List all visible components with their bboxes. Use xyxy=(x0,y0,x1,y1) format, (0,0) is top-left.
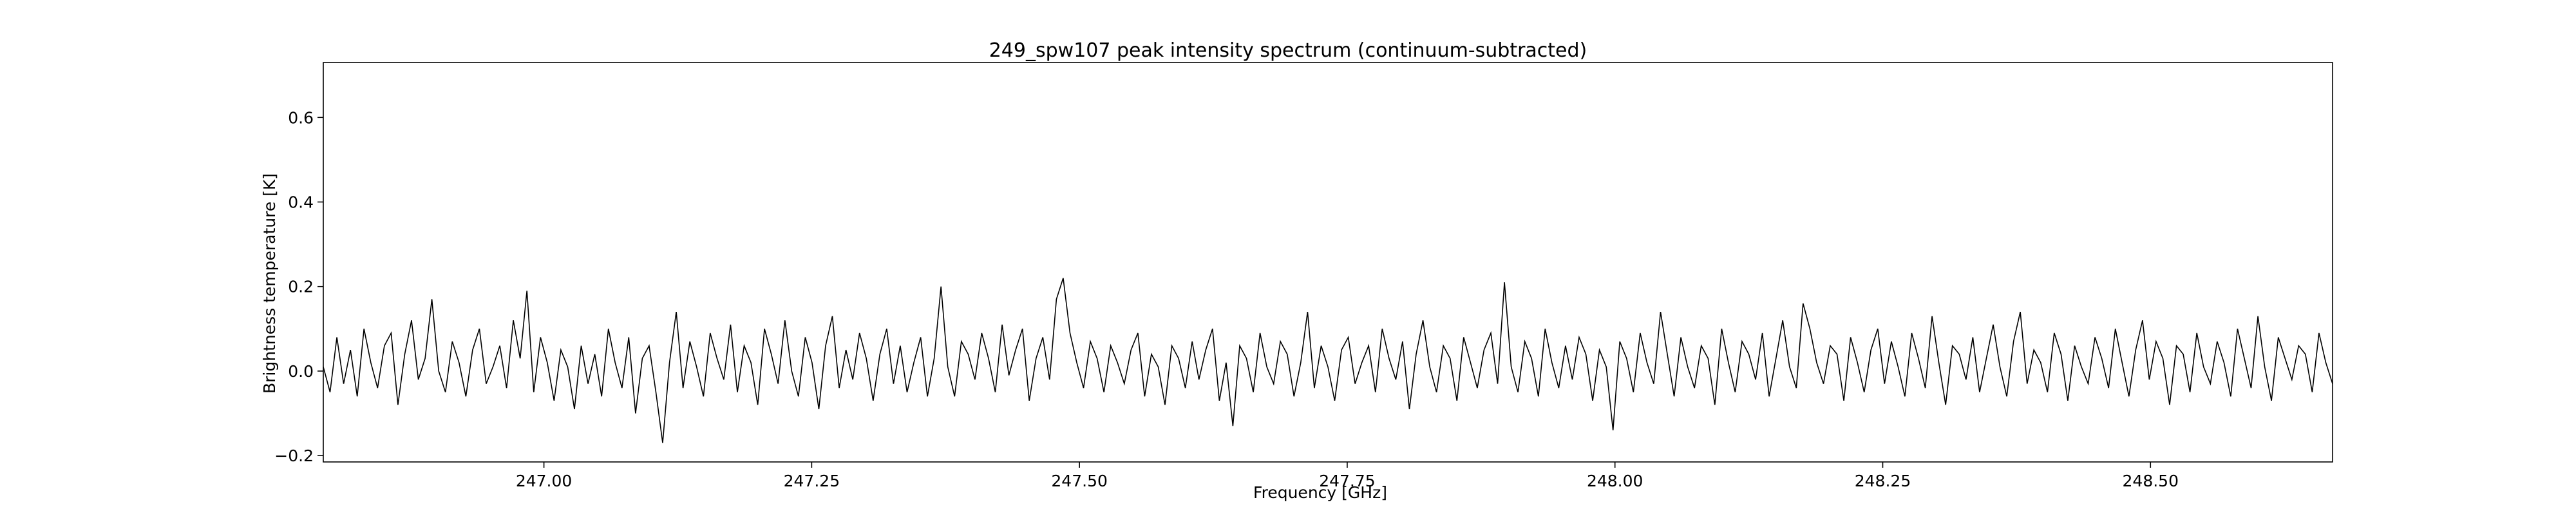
x-tick-label: 248.25 xyxy=(1855,472,1911,490)
x-axis-ticks: 247.00 247.25 247.50 247.75 248.00 248.25 248.… xyxy=(516,462,2179,490)
x-tick-label: 248.00 xyxy=(1587,472,1643,490)
y-tick-label: 0.6 xyxy=(288,108,314,127)
x-tick-label: 247.75 xyxy=(1319,472,1375,490)
series-line-1 xyxy=(323,278,2333,443)
x-tick-label: 247.25 xyxy=(784,472,840,490)
y-tick-label: 0.0 xyxy=(288,362,314,381)
x-tick-label: 247.00 xyxy=(516,472,572,490)
chart-title: 249_spw107 peak intensity spectrum (cont… xyxy=(989,39,1587,62)
plot-area xyxy=(323,62,2333,463)
x-tick-label: 248.50 xyxy=(2123,472,2179,490)
y-axis-label: Brightness temperature [K] xyxy=(260,173,279,394)
x-axis-label: Frequency [GHz] xyxy=(1253,483,1387,502)
y-tick-label: 0.4 xyxy=(288,193,314,212)
plot-frame xyxy=(323,62,2333,463)
x-tick-label: 247.50 xyxy=(1051,472,1107,490)
y-tick-label: −0.2 xyxy=(274,446,314,465)
y-axis-ticks: −0.2 0.0 0.2 0.4 0.6 xyxy=(274,108,323,465)
y-tick-label: 0.2 xyxy=(288,278,314,296)
